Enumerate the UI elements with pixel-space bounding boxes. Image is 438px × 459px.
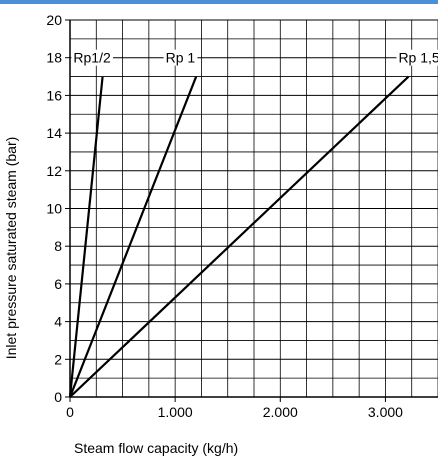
x-tick-label: 2.000 — [263, 404, 298, 420]
y-tick-label: 14 — [46, 125, 62, 141]
series-label-background — [71, 49, 113, 66]
y-tick-label: 20 — [46, 12, 62, 28]
y-tick-label: 16 — [46, 87, 62, 103]
y-tick-label: 0 — [54, 389, 62, 405]
series-line-2 — [68, 76, 198, 398]
y-tick-label: 2 — [54, 351, 62, 367]
series-label-background — [163, 49, 198, 66]
y-tick-label: 6 — [54, 276, 62, 292]
series-line-1 — [68, 76, 104, 398]
x-axis-title: Steam flow capacity (kg/h) — [74, 440, 238, 456]
x-tick-label: 3.000 — [368, 404, 403, 420]
y-tick-label: 8 — [54, 238, 62, 254]
axes — [65, 19, 438, 402]
x-tick-label: 1.000 — [158, 404, 193, 420]
frame-top-bar — [0, 0, 438, 4]
series-lines — [68, 75, 410, 398]
y-tick-label: 4 — [54, 314, 62, 330]
y-tick-label: 18 — [46, 50, 62, 66]
y-tick-label: 12 — [46, 163, 62, 179]
series-label-3: Rp 1,5 — [398, 50, 438, 66]
grid — [69, 19, 438, 398]
x-tick-label: 0 — [66, 404, 74, 420]
series-label-background — [396, 49, 438, 66]
y-axis-title: Inlet pressure saturated steam (bar) — [3, 137, 19, 360]
series-label-1: Rp1/2 — [73, 50, 111, 66]
y-tick-label: 10 — [46, 201, 62, 217]
labels: 0 2 4 6 8 10 12 14 16 18 20 0 1.000 2.000 3.000 Rp1/2 Rp… — [46, 12, 438, 420]
series-label-2: Rp 1 — [166, 50, 196, 66]
series-line-3 — [69, 75, 410, 398]
